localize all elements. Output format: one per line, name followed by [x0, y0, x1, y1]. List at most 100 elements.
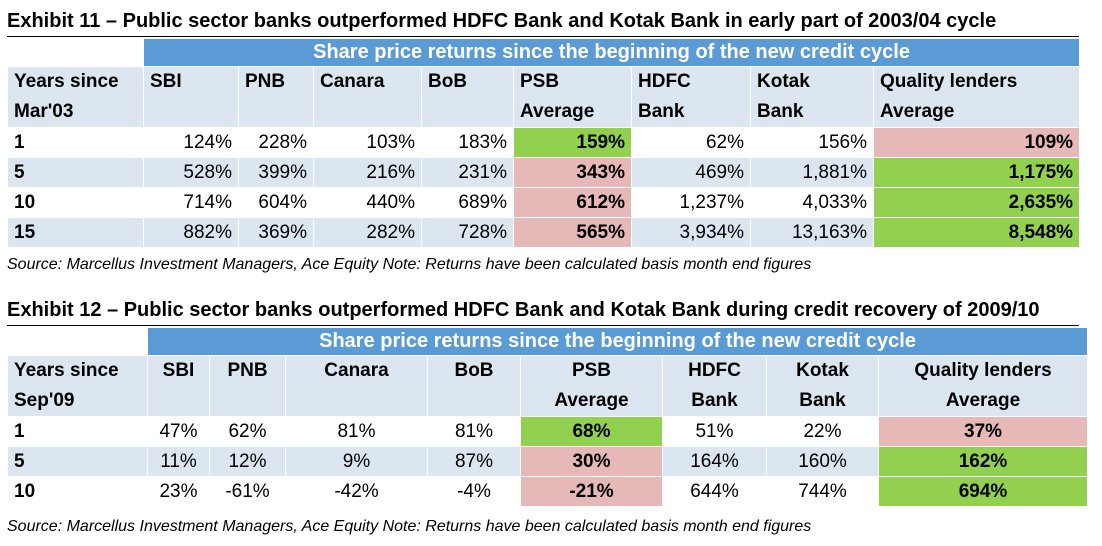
column-header-line1: Kotak: [796, 360, 849, 381]
table-cell: 728%: [421, 217, 514, 248]
column-header: PNB: [209, 355, 286, 417]
table-cell: 68%: [520, 416, 663, 447]
exhibit-12-table: Share price returns since the beginning …: [7, 327, 1089, 507]
table-cell: 81%: [285, 416, 428, 447]
table-cell: 159%: [513, 127, 632, 158]
table-cell: 282%: [313, 217, 422, 248]
table-row: 1 47% 62% 81% 81% 68% 51% 22% 37%: [7, 416, 1089, 447]
column-header: SBI: [143, 66, 239, 128]
table-cell: -42%: [285, 476, 428, 507]
table-cell: 81%: [427, 416, 521, 447]
column-header-line2: Sep'09: [14, 390, 75, 411]
table-cell: 124%: [143, 127, 239, 158]
column-header-line2: Bank: [691, 390, 738, 411]
column-header-line2: Mar'03: [14, 101, 74, 122]
table-cell: 689%: [421, 187, 514, 218]
table-cell: 2,635%: [872, 187, 1081, 218]
column-header: PSB Average: [520, 355, 663, 417]
column-header-line1: HDFC: [688, 360, 741, 381]
table-cell: 1,175%: [872, 157, 1081, 188]
exhibit-12-source: Source: Marcellus Investment Managers, A…: [7, 518, 812, 535]
table-cell: 87%: [427, 446, 521, 477]
table-cell: 23%: [147, 476, 210, 507]
column-header-line1: PSB: [520, 71, 560, 92]
table-cell: 440%: [313, 187, 422, 218]
column-header: Canara: [313, 66, 422, 128]
table-cell: 9%: [285, 446, 428, 477]
exhibit-12-title: Exhibit 12 – Public sector banks outperf…: [7, 299, 1040, 321]
row-label: 15: [7, 217, 144, 248]
table-cell: 62%: [631, 127, 751, 158]
column-header-line1: Quality lenders: [914, 360, 1052, 381]
table-cell: 565%: [513, 217, 632, 248]
table-cell: -61%: [209, 476, 286, 507]
exhibit-11-table: Share price returns since the beginning …: [7, 38, 1081, 248]
table-cell: 13,163%: [750, 217, 874, 248]
row-label: 10: [7, 476, 148, 507]
column-header-line1: Canara: [320, 71, 385, 92]
column-header: Kotak Bank: [766, 355, 879, 417]
table-row: 1 124% 228% 103% 183% 159% 62% 156% 109%: [7, 127, 1081, 158]
table-cell: 8,548%: [872, 217, 1081, 248]
table-cell: 216%: [313, 157, 422, 188]
row-label: 1: [7, 127, 144, 158]
column-header-line1: HDFC: [638, 71, 691, 92]
exhibit-11-title: Exhibit 11 – Public sector banks outperf…: [7, 10, 997, 32]
table-cell: 644%: [662, 476, 767, 507]
table-cell: 51%: [662, 416, 767, 447]
table-cell: 37%: [877, 416, 1089, 447]
column-header-line1: PNB: [245, 71, 286, 92]
table-cell: 109%: [872, 127, 1081, 158]
table-row: 5 11% 12% 9% 87% 30% 164% 160% 162%: [7, 446, 1089, 477]
column-header-line1: BoB: [428, 71, 468, 92]
column-header: BoB: [427, 355, 521, 417]
column-header: Years since Mar'03: [7, 66, 144, 128]
table-cell: 714%: [143, 187, 239, 218]
exhibit-11-rule: [7, 36, 1079, 37]
exhibit-11-source: Source: Marcellus Investment Managers, A…: [7, 256, 812, 273]
column-header-line1: Quality lenders: [880, 71, 1018, 92]
column-header-line2: Average: [520, 101, 595, 122]
table-banner: Share price returns since the beginning …: [142, 38, 1081, 67]
table-cell: 183%: [421, 127, 514, 158]
column-header-line2: Bank: [757, 101, 804, 122]
table-cell: 469%: [631, 157, 751, 188]
row-label: 5: [7, 446, 148, 477]
table-banner: Share price returns since the beginning …: [146, 327, 1089, 356]
column-header-line2: Average: [554, 390, 629, 411]
table-cell: 30%: [520, 446, 663, 477]
table-cell: 694%: [877, 476, 1089, 507]
row-label: 1: [7, 416, 148, 447]
table-cell: 612%: [513, 187, 632, 218]
banner-spacer: [7, 327, 148, 356]
exhibit-12-rule: [7, 325, 1079, 326]
table-cell: 604%: [238, 187, 314, 218]
column-header-line1: PNB: [227, 360, 268, 381]
table-cell: -4%: [427, 476, 521, 507]
row-label: 10: [7, 187, 144, 218]
table-cell: 231%: [421, 157, 514, 188]
table-cell: 1,881%: [750, 157, 874, 188]
table-cell: 162%: [877, 446, 1089, 477]
table-cell: 3,934%: [631, 217, 751, 248]
column-header-line2: Bank: [638, 101, 685, 122]
column-header: Years since Sep'09: [7, 355, 148, 417]
table-row: 15 882% 369% 282% 728% 565% 3,934% 13,163% 8,548…: [7, 217, 1081, 248]
column-header-line1: Kotak: [757, 71, 810, 92]
table-cell: 4,033%: [750, 187, 874, 218]
column-header-line2: Average: [880, 101, 955, 122]
column-header-line1: SBI: [150, 71, 182, 92]
table-cell: 160%: [766, 446, 879, 477]
table-row: 10 714% 604% 440% 689% 612% 1,237% 4,033% 2,635%: [7, 187, 1081, 218]
table-cell: 103%: [313, 127, 422, 158]
column-header: Quality lenders Average: [872, 66, 1081, 128]
column-header-line1: BoB: [454, 360, 494, 381]
column-header: SBI: [147, 355, 210, 417]
table-cell: 156%: [750, 127, 874, 158]
column-header: PSB Average: [513, 66, 632, 128]
table-cell: 228%: [238, 127, 314, 158]
table-cell: -21%: [520, 476, 663, 507]
column-header: Quality lenders Average: [877, 355, 1089, 417]
table-cell: 343%: [513, 157, 632, 188]
column-header-line1: SBI: [162, 360, 195, 381]
